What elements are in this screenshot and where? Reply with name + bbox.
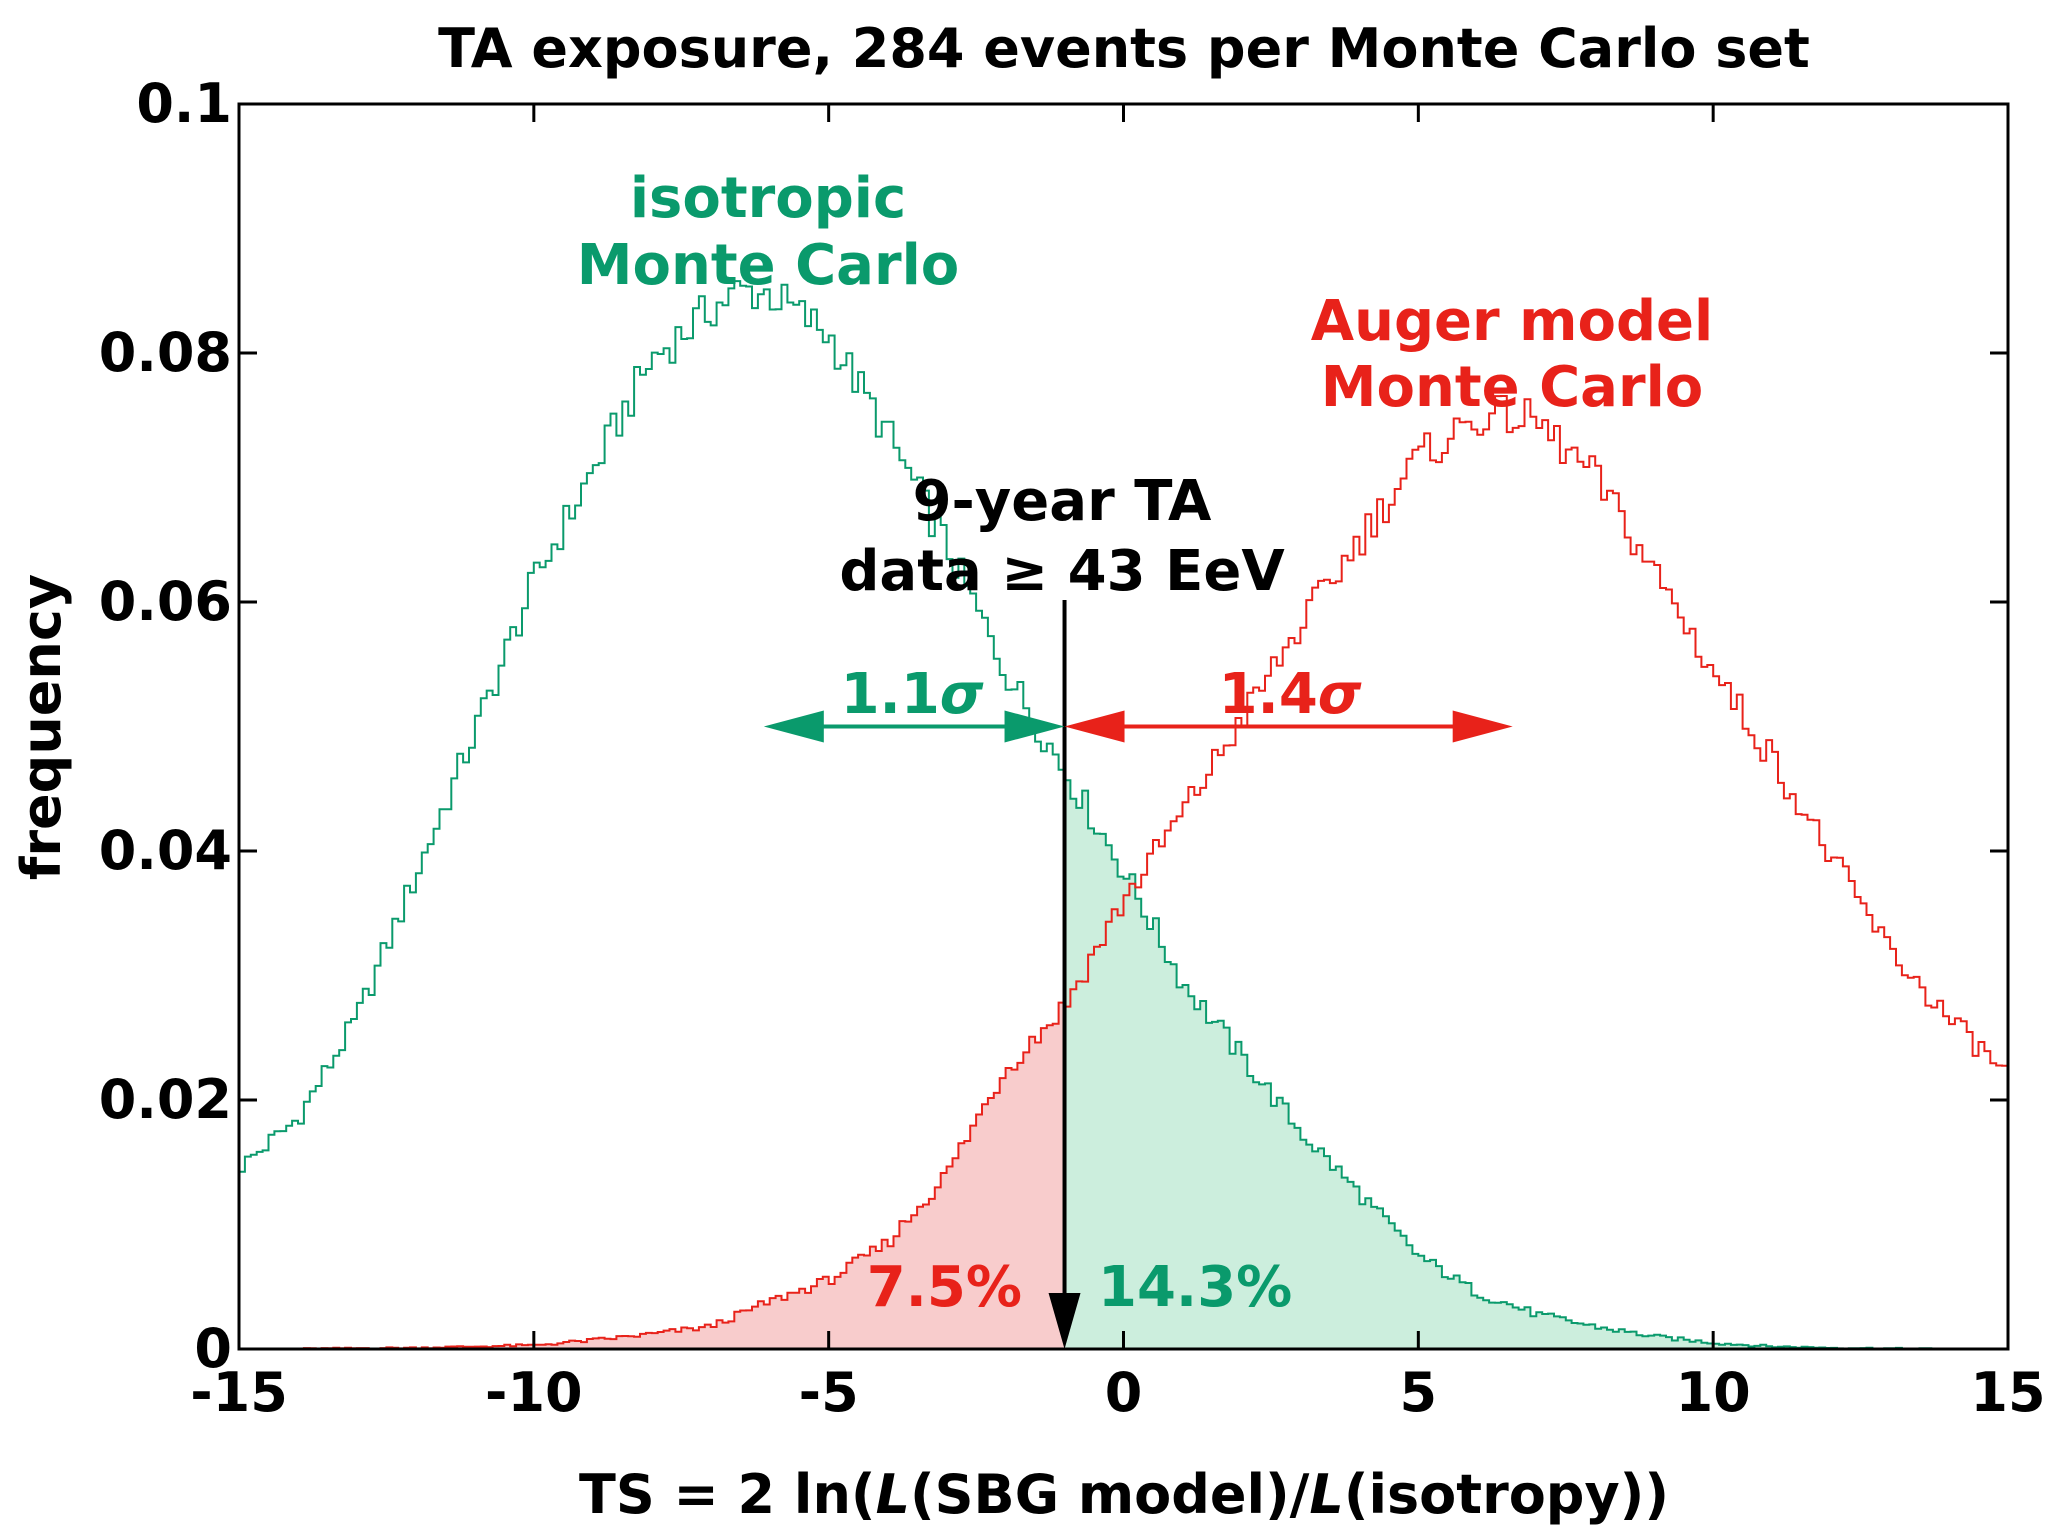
auger-histogram-line (239, 395, 2008, 1349)
isotropic-series-label-line1: isotropic (630, 166, 906, 231)
y-tick-label: 0.06 (99, 570, 232, 633)
y-ticks: 0 0.02 0.04 0.06 0.08 0.1 (99, 72, 2008, 1380)
sigma-auger-label: 1.4σ (1219, 662, 1362, 727)
isotropic-histogram-line (239, 280, 2008, 1349)
observed-data-label-line2: data ≥ 43 EeV (839, 539, 1285, 604)
auger-tail-fill (239, 1002, 1065, 1349)
x-tick-label: -10 (485, 1361, 583, 1424)
isotropic-tail-percent-label: 14.3% (1098, 1255, 1292, 1320)
x-tick-label: 10 (1676, 1361, 1751, 1424)
y-tick-label: 0.1 (136, 72, 232, 135)
auger-tail-percent-label: 7.5% (867, 1255, 1022, 1320)
isotropic-tail-fill (1064, 769, 2008, 1349)
y-tick-label: 0 (194, 1317, 232, 1380)
y-axis-label: frequency (10, 574, 73, 880)
y-tick-label: 0.02 (99, 1068, 232, 1131)
x-tick-label: -15 (190, 1361, 288, 1424)
x-ticks: -15 -10 -5 0 5 10 15 (190, 104, 2046, 1424)
sigma-isotropic-arrowhead-left (763, 710, 824, 743)
x-tick-label: 5 (1400, 1361, 1438, 1424)
auger-series-label-line2: Monte Carlo (1321, 355, 1703, 420)
y-tick-label: 0.08 (99, 321, 232, 384)
x-axis-label: TS = 2 ln(L(SBG model)/L(isotropy)) (579, 1463, 1669, 1526)
observed-data-label-line1: 9-year TA (913, 469, 1212, 534)
sigma-isotropic-arrowhead-right (1004, 710, 1065, 743)
x-tick-label: 0 (1105, 1361, 1143, 1424)
y-tick-label: 0.04 (99, 819, 232, 882)
auger-series-label-line1: Auger model (1311, 289, 1713, 354)
sigma-auger-arrowhead-right (1452, 710, 1513, 743)
isotropic-series-label-line2: Monte Carlo (577, 233, 959, 298)
x-tick-label: 15 (1970, 1361, 2045, 1424)
sigma-isotropic-label: 1.1σ (841, 662, 984, 727)
chart-title: TA exposure, 284 events per Monte Carlo … (438, 17, 1810, 80)
sigma-auger-arrowhead-left (1064, 710, 1125, 743)
observed-ts-arrowhead (1048, 1293, 1081, 1349)
x-tick-label: -5 (799, 1361, 859, 1424)
